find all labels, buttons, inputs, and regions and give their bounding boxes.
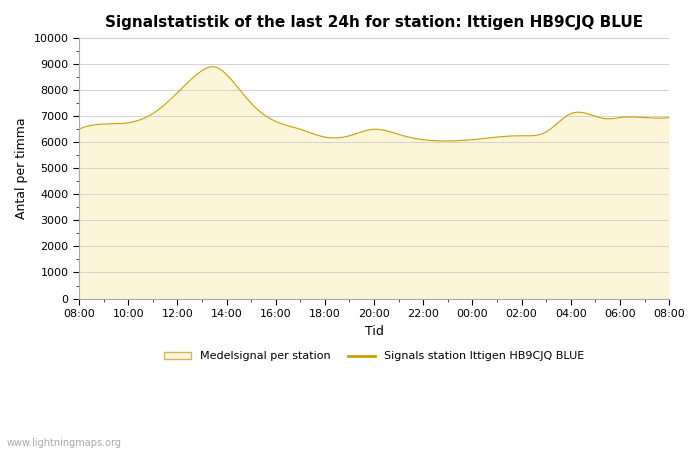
Y-axis label: Antal per timma: Antal per timma [15,117,28,219]
Legend: Medelsignal per station, Signals station Ittigen HB9CJQ BLUE: Medelsignal per station, Signals station… [159,347,589,366]
Text: www.lightningmaps.org: www.lightningmaps.org [7,438,122,448]
Title: Signalstatistik of the last 24h for station: Ittigen HB9CJQ BLUE: Signalstatistik of the last 24h for stat… [105,15,643,30]
X-axis label: Tid: Tid [365,324,384,338]
